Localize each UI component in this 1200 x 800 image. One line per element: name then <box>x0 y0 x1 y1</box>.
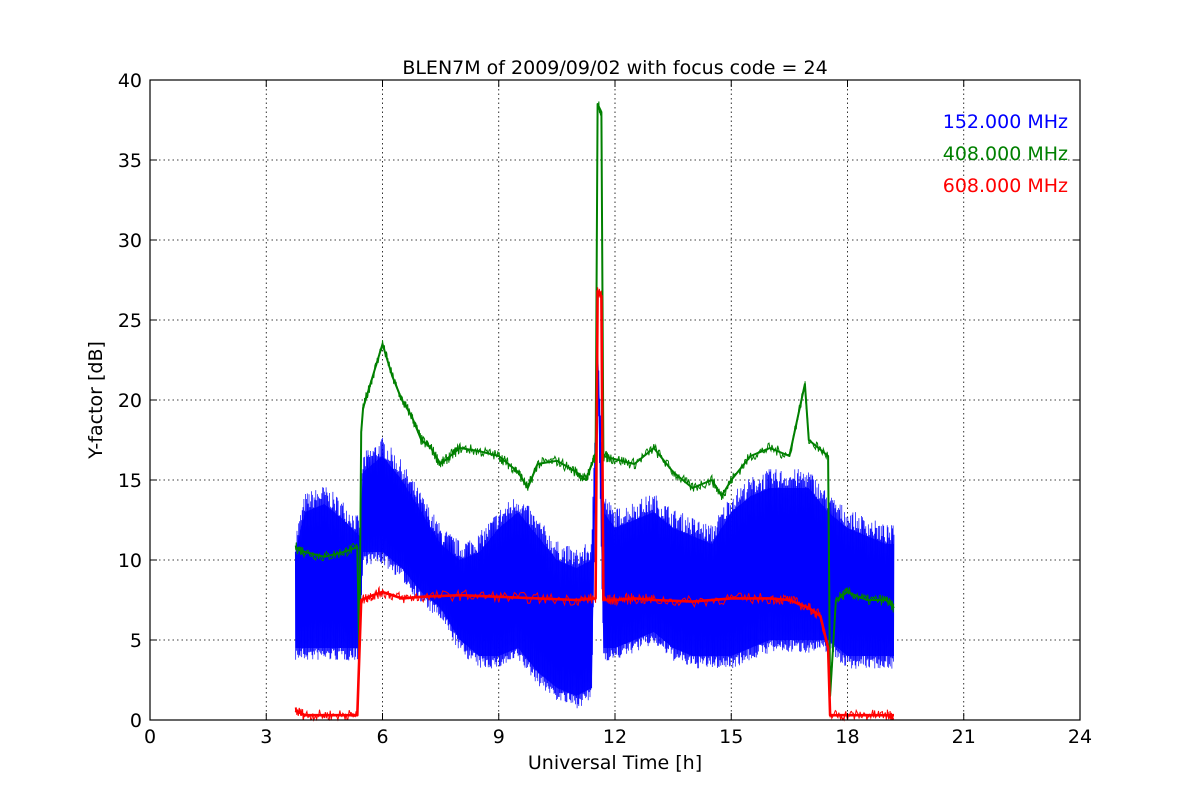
x-tick-label: 9 <box>493 726 505 748</box>
legend-item-series-608-000-mhz: 608.000 MHz <box>943 175 1068 197</box>
legend-item-series-152-000-mhz: 152.000 MHz <box>943 111 1068 133</box>
y-tick-label: 0 <box>130 710 142 732</box>
x-tick-label: 15 <box>719 726 743 748</box>
chart-title: BLEN7M of 2009/09/02 with focus code = 2… <box>402 57 827 79</box>
series-608-000-mhz-noise <box>294 287 895 722</box>
x-tick-label: 21 <box>952 726 976 748</box>
x-tick-label: 12 <box>603 726 627 748</box>
series-408-000-mhz-noise <box>294 101 895 692</box>
x-tick-label: 6 <box>376 726 388 748</box>
ticks: 0 3 6 9 12 15 18 21 24 0 5 10 15 20 25 30 35 40 <box>118 70 1092 748</box>
y-tick-label: 25 <box>118 310 142 332</box>
x-tick-label: 0 <box>144 726 156 748</box>
x-tick-label: 3 <box>260 726 272 748</box>
x-tick-label: 24 <box>1068 726 1092 748</box>
series-layer <box>294 101 895 722</box>
x-tick-label: 18 <box>835 726 859 748</box>
y-tick-label: 15 <box>118 470 142 492</box>
y-tick-label: 35 <box>118 150 142 172</box>
legend: 152.000 MHz 408.000 MHz 608.000 MHz <box>943 111 1068 197</box>
y-axis-label: Y-factor [dB] <box>85 341 107 460</box>
legend-item-series-408-000-mhz: 408.000 MHz <box>943 143 1068 165</box>
y-tick-label: 40 <box>118 70 142 92</box>
y-tick-label: 5 <box>130 630 142 652</box>
y-tick-label: 20 <box>118 390 142 412</box>
y-tick-label: 30 <box>118 230 142 252</box>
x-axis-label: Universal Time [h] <box>528 752 702 774</box>
y-tick-label: 10 <box>118 550 142 572</box>
